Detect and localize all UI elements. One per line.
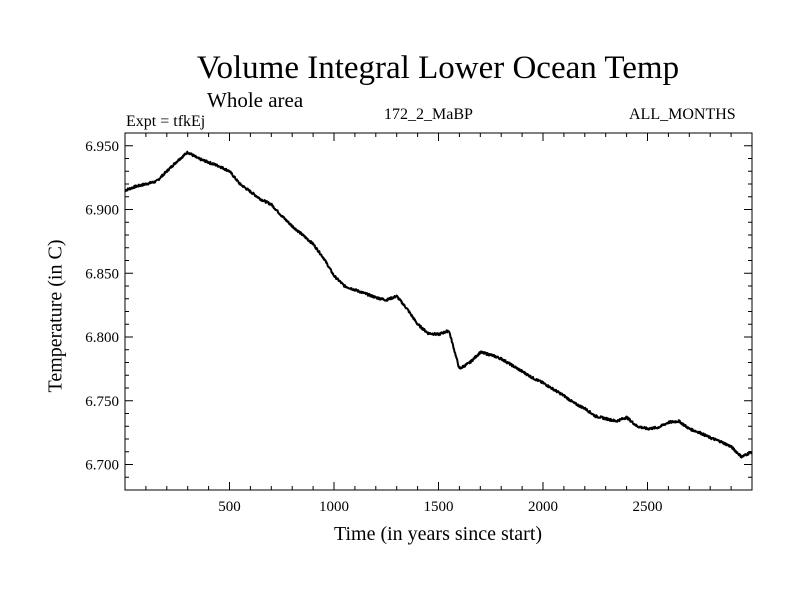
y-tick-label: 6.900 — [85, 203, 119, 219]
y-tick-label: 6.950 — [85, 139, 119, 155]
x-tick-label: 1000 — [319, 499, 349, 515]
chart-title: Volume Integral Lower Ocean Temp — [196, 50, 680, 86]
y-tick-label: 6.800 — [85, 330, 119, 346]
y-tick-label: 6.850 — [85, 266, 119, 282]
chart-subtitle: Whole area — [207, 88, 304, 112]
x-axis-label: Time (in years since start) — [333, 523, 543, 545]
x-tick-label: 2500 — [633, 499, 663, 515]
x-tick-label: 2000 — [528, 499, 558, 515]
plot-frame — [124, 132, 753, 491]
experiment-label: Expt = tfkEj — [126, 113, 206, 130]
experiment-name: 172_2_MaBP — [384, 106, 473, 123]
x-tick-label: 500 — [218, 499, 241, 515]
x-tick-label: 1500 — [424, 499, 454, 515]
y-tick-label: 6.750 — [85, 394, 119, 410]
y-tick-label: 6.700 — [85, 458, 119, 474]
months-label: ALL_MONTHS — [629, 106, 736, 123]
series-line — [124, 150, 753, 459]
